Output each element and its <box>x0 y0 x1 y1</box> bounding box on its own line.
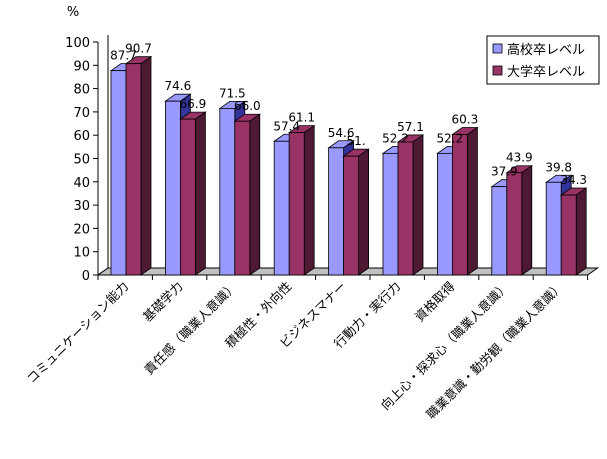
bar-front <box>219 108 236 276</box>
bar <box>233 113 262 276</box>
data-label: 90.7 <box>125 42 152 56</box>
bar-front <box>451 134 468 276</box>
bar <box>287 124 316 276</box>
category-label: 基礎学力 <box>140 279 186 325</box>
y-tick-label: 70 <box>73 106 90 121</box>
data-label: 87.7 <box>110 49 137 63</box>
bar <box>124 55 153 276</box>
bar-front <box>125 63 142 276</box>
bar-front <box>343 155 360 276</box>
bar-side <box>466 126 478 276</box>
legend-swatch <box>492 65 503 76</box>
bar-side <box>140 55 152 276</box>
bar-front <box>436 152 453 276</box>
legend-swatch <box>492 43 503 54</box>
category-label: 責任感（職業人意識） <box>141 279 240 378</box>
bar-side <box>575 187 587 276</box>
data-label: 61.1 <box>288 111 315 125</box>
bar-front <box>382 152 399 276</box>
bar-front <box>560 194 577 276</box>
bar-side <box>249 113 261 276</box>
y-tick-label: 60 <box>73 129 90 144</box>
data-label: 52.2 <box>382 131 409 145</box>
legend-label: 大学卒レベル <box>507 64 585 80</box>
bar-front <box>273 140 290 276</box>
bar <box>179 111 207 276</box>
bar-front <box>110 70 127 276</box>
bar <box>342 148 370 276</box>
bar-side <box>521 164 533 276</box>
data-label: 52.2 <box>437 131 464 145</box>
data-label: 54.6 <box>328 126 355 140</box>
bar <box>559 187 588 276</box>
bar-front <box>328 147 345 276</box>
y-tick-label: 30 <box>73 199 90 214</box>
y-tick-label: 10 <box>73 246 90 261</box>
data-labels: 87.7 74.6 71.5 57.4 54.6 52.2 52.2 37.9 39.8 90.7… <box>110 42 587 187</box>
data-label: 37.9 <box>491 165 518 179</box>
category-label: コミュニケーション能力 <box>24 279 132 387</box>
data-label: 66.9 <box>180 97 207 111</box>
bar-front <box>164 100 181 276</box>
bar-front <box>179 118 196 276</box>
back-wall-edge <box>97 35 109 276</box>
y-tick-label: 20 <box>73 222 90 237</box>
data-label: 71.5 <box>219 86 246 100</box>
bar-side <box>303 124 315 276</box>
y-tick-label: 0 <box>82 269 90 284</box>
y-tick-label: 40 <box>73 176 90 191</box>
data-label: 60.3 <box>452 113 479 127</box>
bar-front <box>491 186 508 276</box>
legend-label: 高校卒レベル <box>507 42 585 58</box>
y-axis-unit-label: % <box>67 5 79 20</box>
category-label: 資格取得 <box>412 279 458 325</box>
data-label: 66.0 <box>234 99 261 113</box>
data-label: 43.9 <box>506 151 533 165</box>
legend-box <box>486 35 600 85</box>
bar <box>505 164 534 276</box>
data-label: 34.3 <box>560 173 587 187</box>
category-labels: コミュニケーション能力 基礎学力責任感（職業人意識）積極性・外向性ビジネスマナー行… <box>24 279 567 422</box>
bar-side <box>194 111 206 276</box>
data-label: 57.4 <box>273 119 300 133</box>
data-label: 57.1 <box>397 120 424 134</box>
bar-front <box>545 181 562 276</box>
data-label: 51. <box>347 134 366 148</box>
y-tick-label: 80 <box>73 83 90 98</box>
y-tick-label: 50 <box>73 153 90 168</box>
bar-front <box>288 132 305 276</box>
y-tick-label: 100 <box>65 36 90 51</box>
bar-side <box>412 134 424 276</box>
bar-front <box>506 172 523 276</box>
bar-side <box>358 148 370 276</box>
y-tick-label: 90 <box>73 59 90 74</box>
bar <box>451 126 479 276</box>
bars <box>109 55 588 276</box>
data-label: 74.6 <box>165 79 192 93</box>
bar-front <box>234 120 251 276</box>
bar <box>396 134 425 276</box>
data-label: 39.8 <box>545 160 572 174</box>
bar-front <box>397 141 414 276</box>
